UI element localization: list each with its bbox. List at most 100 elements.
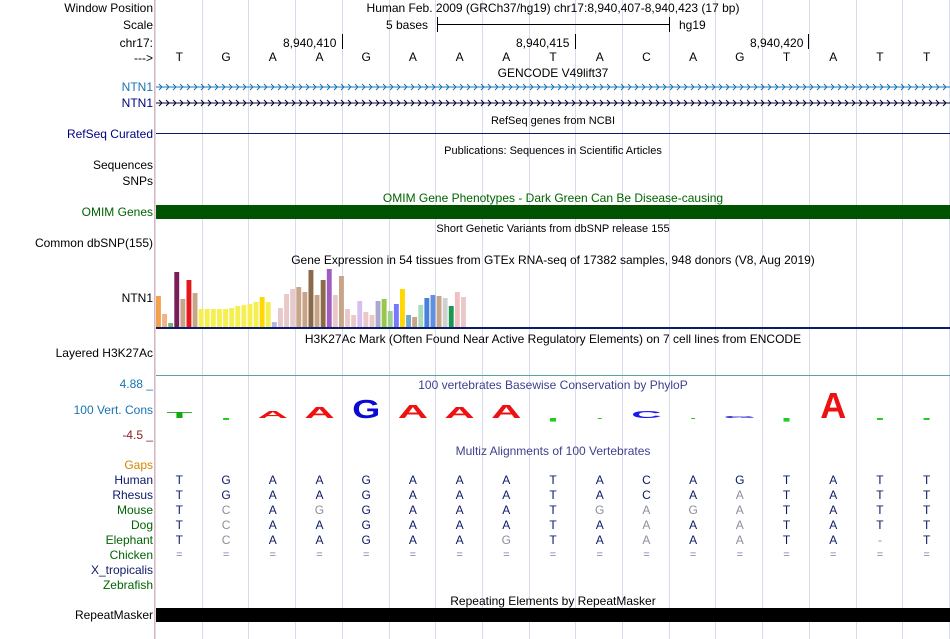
omim-track-title[interactable]: OMIM Gene Phenotypes - Dark Green Can Be… — [382, 191, 724, 205]
gtex-tissue-bar[interactable] — [241, 305, 247, 328]
species-label[interactable]: Human — [114, 473, 153, 487]
species-label[interactable]: Dog — [130, 518, 153, 532]
repeat-element-bar[interactable] — [156, 608, 950, 622]
gtex-tissue-bar[interactable] — [326, 269, 332, 328]
gtex-tissue-bar[interactable] — [253, 302, 259, 328]
strand-chevron — [256, 83, 261, 91]
snps-label[interactable]: SNPs — [122, 174, 153, 188]
gtex-tissue-bar[interactable] — [217, 309, 222, 328]
gtex-tissue-bar[interactable] — [223, 309, 228, 328]
gtex-tissue-bar[interactable] — [290, 289, 296, 328]
reference-base: T — [782, 50, 791, 64]
gtex-tissue-bar[interactable] — [436, 296, 442, 328]
gtex-tissue-bar[interactable] — [332, 295, 338, 328]
gtex-tissue-bar[interactable] — [198, 309, 204, 328]
strand-chevron — [417, 99, 422, 107]
gtex-tissue-bar[interactable] — [210, 309, 216, 328]
gencode-track-title[interactable]: GENCODE V49lift37 — [497, 66, 609, 80]
gtex-tissue-bar[interactable] — [400, 289, 405, 328]
phylop-neutral-mark — [691, 418, 696, 419]
refseq-track-title[interactable]: RefSeq genes from NCBI — [490, 115, 616, 127]
gencode-gene-label[interactable]: NTN1 — [121, 96, 153, 110]
gtex-tissue-bar[interactable] — [320, 280, 326, 328]
gtex-tissue-bar[interactable] — [278, 308, 283, 328]
gtex-tissue-bar[interactable] — [442, 298, 448, 328]
gtex-tissue-bar[interactable] — [363, 312, 369, 328]
gtex-tissue-bar[interactable] — [296, 287, 302, 328]
h3k27ac-track-label[interactable]: Layered H3K27Ac — [55, 346, 153, 360]
gtex-tissue-bar[interactable] — [393, 304, 399, 328]
species-label[interactable]: Rhesus — [112, 488, 153, 502]
sequences-label[interactable]: Sequences — [92, 158, 153, 172]
omim-track-label[interactable]: OMIM Genes — [81, 205, 153, 219]
gtex-tissue-bar[interactable] — [314, 295, 320, 328]
gtex-tissue-bar[interactable] — [387, 311, 393, 328]
dbsnp-track-label[interactable]: Common dbSNP(155) — [34, 236, 153, 250]
gtex-tissue-bar[interactable] — [351, 315, 357, 328]
strand-chevron — [802, 99, 807, 107]
aligned-base: A — [315, 518, 324, 532]
species-label[interactable]: Mouse — [116, 503, 153, 517]
gtex-tissue-bar[interactable] — [180, 299, 186, 328]
strand-chevron — [704, 83, 709, 91]
gencode-gene-label[interactable]: NTN1 — [121, 80, 153, 94]
strand-chevron — [648, 99, 653, 107]
gtex-tissue-bar[interactable] — [192, 293, 198, 328]
gtex-tissue-bar[interactable] — [204, 309, 210, 328]
gtex-tissue-bar[interactable] — [235, 306, 241, 328]
gtex-tissue-bar[interactable] — [186, 280, 192, 328]
refseq-gene-line[interactable] — [156, 133, 950, 134]
gtex-tissue-bar[interactable] — [418, 305, 424, 328]
species-label[interactable]: X_tropicalis — [90, 563, 153, 577]
gtex-tissue-bar[interactable] — [406, 315, 411, 328]
gtex-tissue-bar[interactable] — [430, 295, 436, 328]
gtex-tissue-bar[interactable] — [247, 304, 253, 328]
gtex-tissue-bar[interactable] — [375, 301, 381, 328]
aligned-base: T — [876, 473, 884, 487]
strand-chevron — [158, 83, 163, 91]
publications-track-title[interactable]: Publications: Sequences in Scientific Ar… — [444, 145, 662, 157]
gtex-tissue-bar[interactable] — [461, 297, 466, 328]
gtex-tissue-bar[interactable] — [271, 322, 277, 328]
gtex-tissue-bar[interactable] — [412, 317, 418, 328]
gtex-tissue-bar[interactable] — [448, 306, 454, 328]
phylop-logo-letter: A — [444, 404, 474, 422]
gtex-tissue-bar[interactable] — [259, 297, 265, 328]
dbsnp-track-title[interactable]: Short Genetic Variants from dbSNP releas… — [436, 223, 670, 235]
gtex-track-title[interactable]: Gene Expression in 54 tissues from GTEx … — [291, 253, 815, 267]
gencode-gene-line-2[interactable] — [156, 96, 950, 110]
species-label[interactable]: Zebrafish — [102, 578, 153, 592]
gtex-gene-label[interactable]: NTN1 — [121, 291, 153, 305]
gtex-tissue-bar[interactable] — [229, 308, 235, 328]
gencode-gene-line-1[interactable] — [156, 80, 950, 94]
repeat-track-title[interactable]: Repeating Elements by RepeatMasker — [450, 594, 656, 608]
gtex-tissue-bar[interactable] — [302, 292, 308, 328]
species-label[interactable]: Elephant — [105, 533, 153, 547]
gtex-tissue-bar[interactable] — [156, 296, 161, 328]
gtex-tissue-bar[interactable] — [454, 292, 460, 328]
phylop-track-label[interactable]: 100 Vert. Cons — [73, 403, 153, 417]
gtex-tissue-bar[interactable] — [381, 299, 387, 328]
gtex-tissue-bar[interactable] — [424, 298, 430, 328]
gtex-tissue-bar[interactable] — [265, 302, 271, 328]
omim-gene-bar[interactable] — [156, 205, 950, 219]
gtex-tissue-bar[interactable] — [357, 301, 363, 328]
aligned-base: T — [782, 518, 791, 532]
gtex-tissue-bar[interactable] — [174, 272, 180, 328]
gtex-tissue-bar[interactable] — [162, 314, 167, 328]
gtex-tissue-bar[interactable] — [339, 276, 344, 328]
species-label[interactable]: Chicken — [109, 548, 153, 562]
window-position-value: Human Feb. 2009 (GRCh37/hg19) chr17:8,94… — [366, 1, 740, 15]
gtex-tissue-bar[interactable] — [308, 270, 314, 328]
gtex-tissue-bar[interactable] — [345, 309, 350, 328]
multiz-track-title[interactable]: Multiz Alignments of 100 Vertebrates — [455, 444, 651, 458]
gtex-tissue-bar[interactable] — [369, 315, 375, 328]
gtex-tissue-bar[interactable] — [168, 323, 174, 328]
refseq-track-label[interactable]: RefSeq Curated — [66, 127, 153, 141]
phylop-track-title[interactable]: 100 vertebrates Basewise Conservation by… — [418, 378, 688, 392]
gtex-bar-chart[interactable] — [156, 266, 950, 328]
gtex-tissue-bar[interactable] — [284, 294, 289, 328]
repeat-track-label[interactable]: RepeatMasker — [74, 608, 153, 622]
h3k27ac-track-title[interactable]: H3K27Ac Mark (Often Found Near Active Re… — [304, 332, 802, 346]
